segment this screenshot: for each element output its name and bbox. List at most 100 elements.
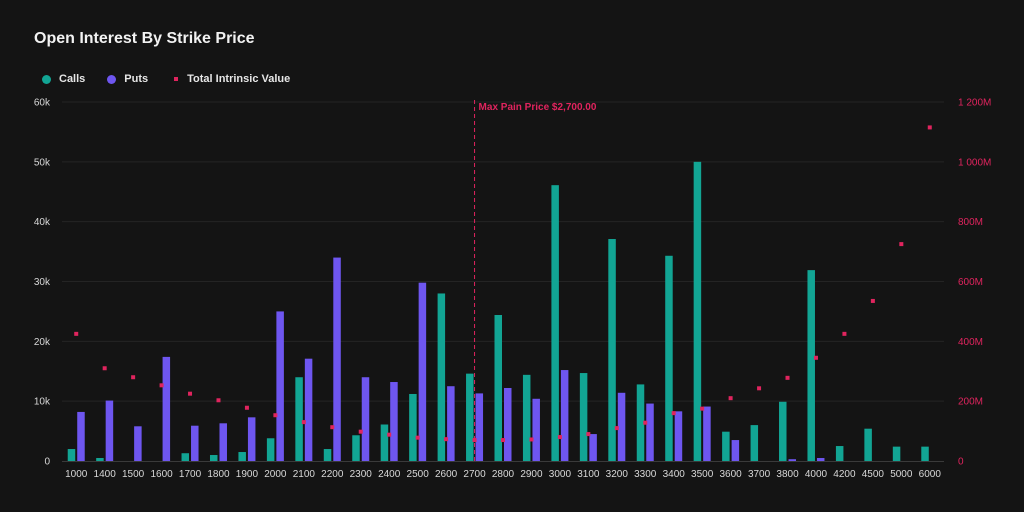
calls-bar[interactable] (266, 438, 275, 461)
x-tick-label: 4000 (805, 469, 828, 480)
intrinsic-point[interactable] (842, 331, 847, 336)
puts-bar[interactable] (162, 356, 171, 461)
intrinsic-point[interactable] (813, 355, 818, 360)
intrinsic-point[interactable] (757, 386, 762, 391)
intrinsic-point[interactable] (159, 383, 164, 388)
calls-bar[interactable] (636, 384, 645, 461)
calls-bar[interactable] (835, 446, 844, 461)
calls-bar[interactable] (665, 255, 673, 461)
puts-bar[interactable] (504, 388, 512, 461)
intrinsic-point[interactable] (529, 437, 534, 442)
puts-bar[interactable] (560, 370, 569, 461)
calls-bar[interactable] (409, 393, 417, 461)
intrinsic-point[interactable] (501, 438, 505, 443)
puts-bar[interactable] (247, 417, 256, 461)
puts-bar[interactable] (219, 423, 227, 461)
calls-bar[interactable] (295, 377, 303, 461)
puts-bar[interactable] (475, 393, 484, 461)
calls-bar[interactable] (750, 425, 759, 461)
puts-bar[interactable] (105, 400, 114, 461)
calls-bar[interactable] (892, 446, 901, 461)
intrinsic-point[interactable] (614, 426, 619, 431)
puts-bar[interactable] (674, 411, 683, 461)
puts-bar[interactable] (390, 382, 398, 461)
calls-bar[interactable] (608, 239, 616, 461)
calls-bar[interactable] (779, 401, 787, 461)
y-left-tick-label: 0 (44, 457, 50, 468)
calls-bar[interactable] (864, 428, 872, 461)
puts-bar[interactable] (361, 377, 370, 461)
y-left-tick-label: 50k (34, 157, 51, 168)
puts-bar[interactable] (703, 406, 711, 461)
intrinsic-point[interactable] (216, 398, 221, 403)
x-tick-label: 2600 (435, 469, 458, 480)
legend-item-calls[interactable]: Calls (42, 73, 85, 85)
x-tick-label: 6000 (919, 469, 942, 480)
x-tick-label: 2800 (492, 469, 515, 480)
puts-bar[interactable] (646, 403, 654, 461)
intrinsic-point[interactable] (671, 411, 676, 416)
intrinsic-point[interactable] (188, 391, 193, 396)
puts-bar[interactable] (304, 358, 313, 461)
calls-bar[interactable] (238, 452, 246, 461)
intrinsic-point[interactable] (557, 435, 562, 440)
intrinsic-point[interactable] (700, 406, 705, 411)
calls-bar[interactable] (693, 161, 702, 462)
intrinsic-point[interactable] (444, 437, 449, 442)
calls-bar[interactable] (437, 293, 446, 461)
puts-bar[interactable] (532, 398, 540, 461)
calls-bar[interactable] (807, 270, 815, 461)
legend-label-calls: Calls (59, 73, 86, 85)
intrinsic-swatch-icon (174, 77, 179, 81)
x-tick-label: 2700 (463, 469, 486, 480)
calls-bar[interactable] (323, 449, 332, 461)
puts-bar[interactable] (617, 392, 626, 461)
intrinsic-point[interactable] (273, 413, 278, 418)
intrinsic-point[interactable] (728, 396, 733, 401)
calls-bar[interactable] (380, 424, 389, 461)
legend-item-intrinsic[interactable]: Total Intrinsic Value (170, 73, 290, 85)
puts-bar[interactable] (788, 459, 797, 461)
puts-bar[interactable] (191, 425, 199, 461)
calls-bar[interactable] (67, 449, 76, 461)
intrinsic-point[interactable] (102, 366, 107, 371)
puts-bar[interactable] (589, 434, 597, 461)
x-tick-label: 3200 (606, 469, 629, 480)
intrinsic-point[interactable] (358, 429, 363, 434)
puts-bar[interactable] (134, 426, 142, 461)
puts-bar[interactable] (276, 311, 284, 461)
intrinsic-point[interactable] (74, 331, 79, 336)
puts-bar[interactable] (731, 440, 740, 461)
intrinsic-point[interactable] (387, 432, 392, 437)
calls-bar[interactable] (522, 374, 531, 461)
puts-bar[interactable] (333, 257, 341, 461)
puts-bar[interactable] (418, 282, 427, 461)
calls-bar[interactable] (579, 373, 588, 461)
calls-bar[interactable] (921, 446, 929, 461)
intrinsic-point[interactable] (643, 420, 648, 425)
puts-bar[interactable] (447, 386, 455, 461)
puts-bar[interactable] (816, 458, 825, 461)
calls-bar[interactable] (352, 435, 360, 461)
intrinsic-point[interactable] (785, 375, 790, 380)
intrinsic-point[interactable] (899, 242, 904, 247)
intrinsic-point[interactable] (415, 435, 420, 440)
intrinsic-point[interactable] (870, 298, 875, 303)
calls-bar[interactable] (96, 458, 104, 461)
intrinsic-point[interactable] (330, 425, 335, 430)
legend-item-puts[interactable]: Puts (107, 73, 148, 85)
puts-bar[interactable] (77, 411, 85, 461)
intrinsic-point[interactable] (472, 438, 477, 443)
intrinsic-point[interactable] (586, 432, 591, 437)
calls-bar[interactable] (209, 455, 218, 461)
intrinsic-point[interactable] (301, 420, 306, 425)
intrinsic-point[interactable] (244, 405, 249, 410)
calls-bar[interactable] (494, 315, 503, 461)
intrinsic-point[interactable] (927, 125, 932, 130)
calls-bar[interactable] (181, 453, 190, 461)
calls-bar[interactable] (551, 185, 559, 461)
calls-bar[interactable] (466, 373, 474, 461)
x-tick-label: 3100 (577, 469, 600, 480)
calls-bar[interactable] (722, 431, 730, 461)
intrinsic-point[interactable] (131, 375, 136, 380)
